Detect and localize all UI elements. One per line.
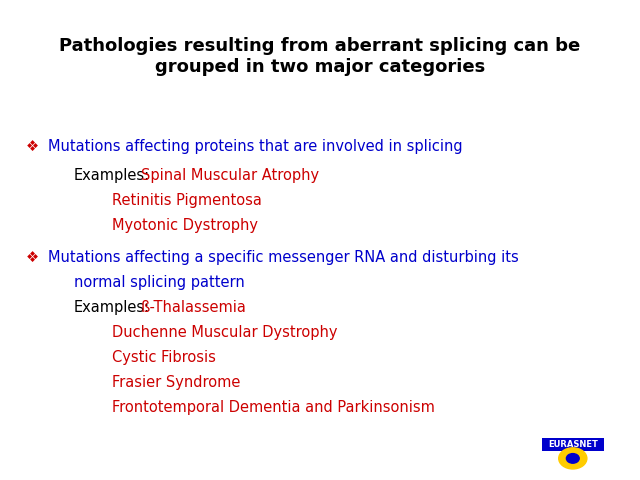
Text: ❖: ❖ [26,139,39,154]
Text: normal splicing pattern: normal splicing pattern [74,275,244,290]
Text: ❖: ❖ [26,250,39,265]
Text: Examples:: Examples: [74,168,150,183]
Text: Frasier Syndrome: Frasier Syndrome [112,375,241,390]
Text: EURASNET: EURASNET [548,440,598,449]
Text: grouped in two major categories: grouped in two major categories [155,58,485,76]
Text: Duchenne Muscular Dystrophy: Duchenne Muscular Dystrophy [112,325,337,340]
Text: Cystic Fibrosis: Cystic Fibrosis [112,350,216,365]
Text: Myotonic Dystrophy: Myotonic Dystrophy [112,217,258,233]
Text: Mutations affecting a specific messenger RNA and disturbing its: Mutations affecting a specific messenger… [48,250,519,265]
Text: Pathologies resulting from aberrant splicing can be: Pathologies resulting from aberrant spli… [60,36,580,55]
Circle shape [559,448,587,469]
Text: Retinitis Pigmentosa: Retinitis Pigmentosa [112,192,262,208]
Text: Mutations affecting proteins that are involved in splicing: Mutations affecting proteins that are in… [48,139,463,154]
Text: Frontotemporal Dementia and Parkinsonism: Frontotemporal Dementia and Parkinsonism [112,400,435,415]
Text: Spinal Muscular Atrophy: Spinal Muscular Atrophy [141,168,319,183]
Text: ß-Thalassemia: ß-Thalassemia [141,300,246,315]
Text: Examples:: Examples: [74,300,150,315]
FancyBboxPatch shape [542,438,604,451]
Circle shape [566,454,579,463]
